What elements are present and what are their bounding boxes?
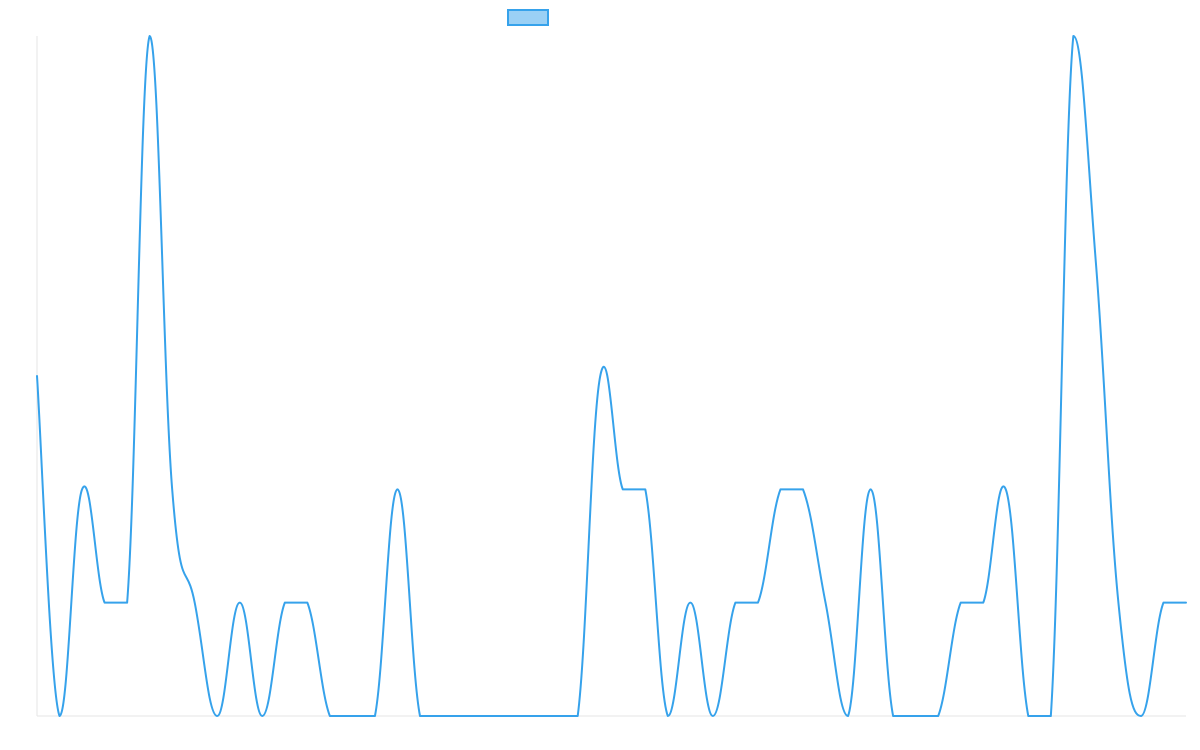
- chart-axes: [36, 36, 1186, 717]
- chart-legend[interactable]: [507, 9, 549, 26]
- plot-area: [36, 35, 1187, 717]
- series-line-0: [36, 35, 1187, 717]
- legend-swatch-0[interactable]: [507, 9, 549, 26]
